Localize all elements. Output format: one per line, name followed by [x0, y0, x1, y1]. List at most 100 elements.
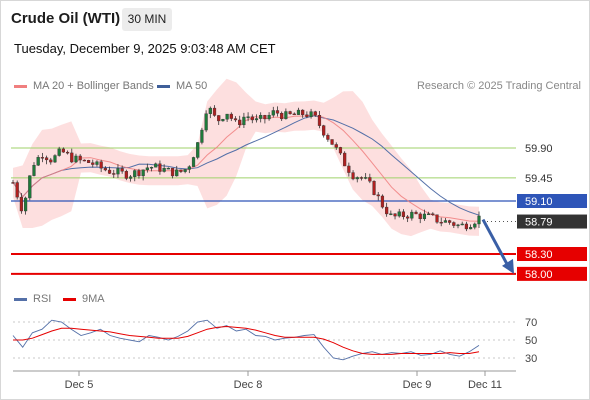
candle-body — [406, 216, 410, 219]
level-badge-pivot — [517, 194, 587, 208]
candle-body — [469, 227, 473, 230]
rsi-tick-label: 70 — [525, 317, 537, 329]
candle-body — [389, 213, 393, 215]
forecast-arrow-shaft — [481, 218, 510, 267]
candle-body — [162, 168, 166, 172]
timeframe-button[interactable]: 30 MIN — [122, 8, 172, 31]
bollinger-band — [13, 78, 479, 237]
candle-body — [23, 197, 28, 212]
candle-body — [284, 111, 288, 120]
candle-body — [452, 222, 456, 226]
candle-body — [326, 135, 330, 140]
candle-body — [61, 148, 65, 153]
ma9-label: 9MA — [82, 293, 105, 305]
candle-body — [141, 169, 145, 177]
candle-body — [397, 211, 401, 217]
candle-body — [305, 114, 309, 117]
candle-body — [212, 107, 217, 116]
candle-body — [259, 115, 263, 119]
level-badge-support — [517, 247, 587, 261]
candle-body — [233, 118, 238, 121]
candle-body — [376, 194, 380, 197]
rsi-9ma-line — [13, 325, 480, 355]
level-badge-label-last-price: 58.79 — [525, 217, 553, 229]
candle-body — [460, 223, 464, 226]
candle-body — [380, 195, 385, 208]
ma20-label: MA 20 + Bollinger Bands — [33, 80, 154, 92]
candle-body — [330, 139, 334, 145]
x-tick-label: Dec 5 — [65, 379, 94, 391]
legend-ma50: MA 50 — [157, 80, 207, 92]
candle-body — [149, 166, 154, 169]
candle-body — [364, 177, 368, 179]
candle-body — [254, 118, 259, 121]
candle-body — [351, 172, 355, 180]
candle-body — [19, 196, 23, 212]
candle-body — [242, 116, 246, 126]
candle-body — [170, 167, 175, 177]
candle-body — [49, 159, 53, 163]
candle-body — [418, 213, 422, 220]
candle-body — [179, 169, 183, 172]
ma20-line — [12, 114, 480, 222]
forecast-arrow-head — [502, 258, 514, 274]
level-lines — [11, 147, 516, 275]
legend-rsi: RSI — [14, 293, 51, 305]
candle-body — [196, 142, 200, 158]
candle-body — [78, 155, 82, 161]
x-axis: Dec 5 Dec 8 Dec 9 Dec 11 — [13, 370, 516, 391]
candle-body — [355, 177, 359, 180]
candle-body — [32, 164, 36, 176]
candle-body — [443, 220, 448, 223]
candle-body — [187, 166, 191, 170]
candle-body — [166, 167, 170, 170]
candle-body — [456, 224, 460, 227]
candle-body — [225, 113, 229, 120]
candle-body — [439, 221, 443, 224]
candle-body — [372, 180, 376, 195]
candle-body — [11, 182, 15, 184]
candle-body — [183, 169, 187, 172]
candle-body — [473, 223, 477, 228]
x-tick-label: Dec 8 — [234, 379, 263, 391]
level-badge-support — [517, 266, 587, 281]
ma50-label: MA 50 — [176, 80, 208, 92]
candle-body — [368, 177, 372, 182]
candle-body — [292, 113, 296, 116]
candle-body — [95, 161, 99, 165]
candle-body — [65, 151, 70, 154]
candle-body — [477, 215, 481, 225]
candle-body — [28, 175, 32, 199]
candle-body — [410, 211, 414, 219]
candle-body — [296, 109, 301, 115]
candle-body — [36, 157, 40, 166]
level-label-resistance: 59.45 — [525, 173, 553, 185]
rsi-panel: 70 50 30 — [12, 317, 537, 365]
candle-body — [191, 157, 196, 167]
legend-9ma: 9MA — [63, 293, 105, 305]
candle-body — [401, 211, 406, 218]
level-badge-label-support: 58.00 — [525, 269, 553, 281]
candle-body — [301, 109, 305, 115]
instrument-title: Crude Oil (WTI) — [11, 10, 121, 27]
candle-body — [120, 168, 124, 172]
candle-body — [385, 206, 389, 215]
level-badge-last-price — [517, 214, 587, 229]
candle-body — [309, 111, 313, 117]
candle-body — [263, 115, 267, 120]
candle-body — [313, 111, 317, 116]
candle-body — [53, 155, 57, 163]
candle-body — [137, 170, 141, 177]
candle-body — [107, 169, 112, 174]
candle-body — [317, 114, 322, 126]
rsi-label: RSI — [33, 293, 52, 305]
rsi-tick-label: 30 — [525, 353, 537, 365]
candle-body — [154, 163, 158, 168]
candle-body — [343, 152, 347, 167]
candle-body — [267, 114, 271, 120]
candle-body — [431, 213, 435, 216]
candle-body — [133, 170, 137, 177]
ma9-swatch — [63, 297, 76, 301]
candle-body — [448, 220, 452, 223]
ma50-swatch — [157, 84, 170, 88]
